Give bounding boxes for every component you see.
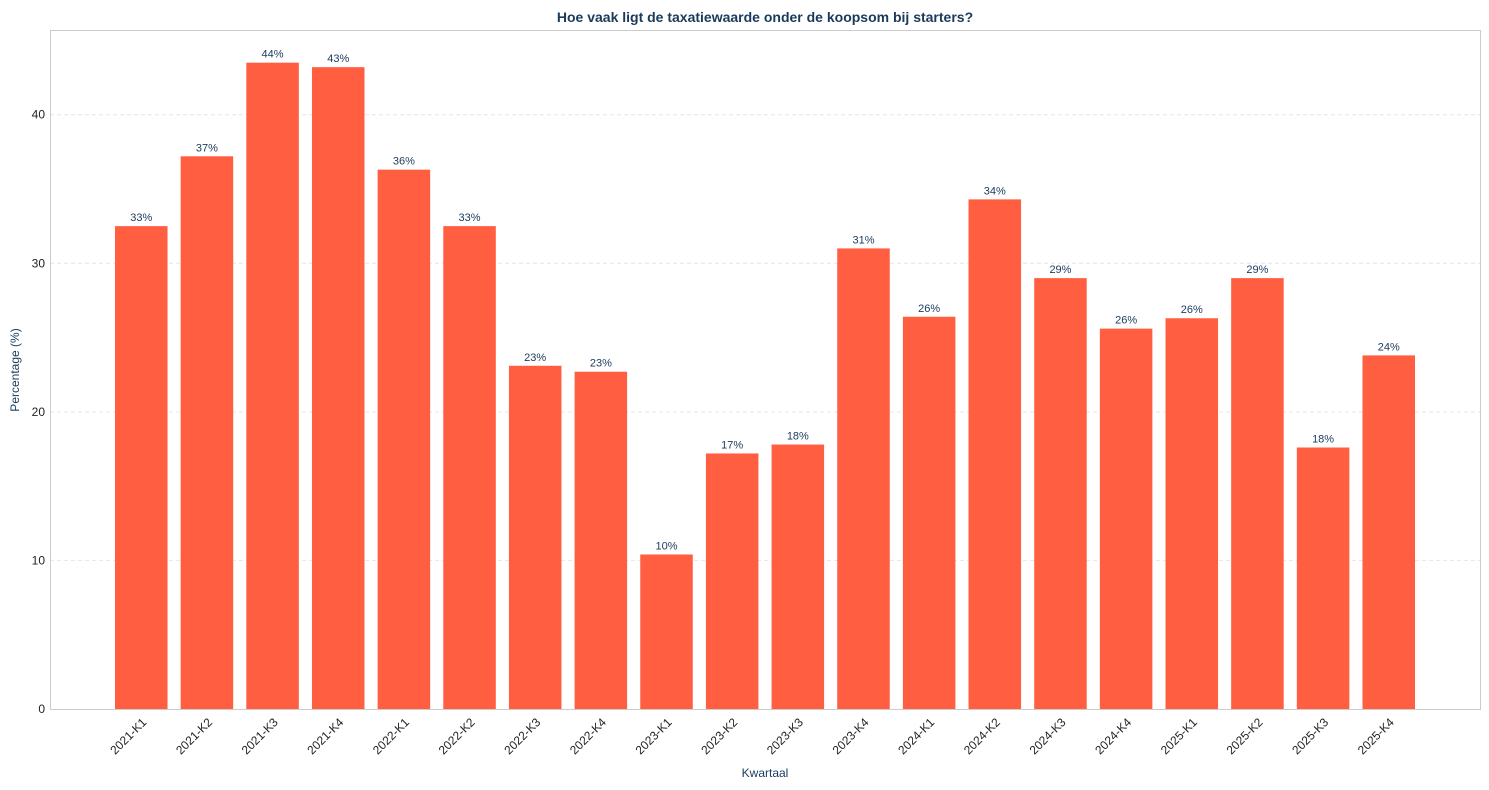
data-label: 29% [1246,264,1268,276]
bar-2021-K4 [311,67,365,710]
data-label: 10% [655,540,677,552]
x-tick-label: 2022-K4 [567,715,609,757]
x-axis-label: Kwartaal [742,766,789,780]
data-label: 43% [327,53,349,65]
data-label: 44% [262,49,284,61]
x-tick-label: 2025-K4 [1355,715,1397,757]
data-label: 18% [787,431,809,443]
bar-2022-K4 [574,371,628,709]
data-label: 26% [1115,315,1137,327]
data-label: 31% [852,234,874,246]
bar-2021-K3 [246,62,299,710]
data-label: 26% [918,303,940,315]
bar-2021-K1 [115,226,168,709]
bar-2023-K4 [837,248,890,710]
x-tick-label: 2025-K3 [1289,715,1331,757]
data-label: 33% [459,212,481,224]
plot-frame [50,30,1481,710]
x-tick-label: 2022-K3 [501,715,543,757]
chart-title: Hoe vaak ligt de taxatiewaarde onder de … [557,9,973,25]
data-label: 37% [196,142,218,154]
y-tick-label: 30 [32,256,46,270]
x-tick-label: 2024-K4 [1092,715,1134,757]
bar-2025-K2 [1231,278,1284,709]
x-tick-label: 2023-K2 [698,715,740,757]
data-label: 29% [1049,264,1071,276]
bar-2024-K3 [1034,278,1087,709]
x-tick-label: 2023-K1 [633,715,675,757]
data-label: 36% [393,156,415,168]
bar-2025-K4 [1362,355,1415,709]
x-tick-label: 2021-K4 [304,715,346,757]
bar-2023-K1 [640,554,693,709]
bar-2021-K2 [180,156,234,710]
x-tick-label: 2024-K2 [961,715,1003,757]
x-tick-label: 2024-K3 [1027,715,1069,757]
data-label: 33% [130,212,152,224]
y-tick-label: 0 [38,702,45,716]
x-tick-label: 2023-K4 [830,715,872,757]
data-label: 26% [1181,304,1203,316]
x-tick-label: 2022-K1 [370,715,412,757]
bar-2025-K1 [1165,318,1219,709]
x-tick-label: 2021-K2 [173,715,215,757]
x-tick-label: 2022-K2 [436,715,478,757]
y-tick-label: 10 [32,553,46,567]
y-tick-label: 20 [32,405,46,419]
bar-2024-K4 [1099,328,1153,709]
x-tick-label: 2025-K1 [1158,715,1200,757]
bar-2024-K1 [902,316,956,709]
x-tick-label: 2021-K1 [107,715,149,757]
bar-2025-K3 [1296,447,1350,709]
data-label: 17% [721,439,743,451]
y-tick-label: 40 [32,108,46,122]
x-tick-label: 2021-K3 [239,715,281,757]
data-label: 23% [590,358,612,370]
data-label: 18% [1312,434,1334,446]
bar-2023-K2 [705,453,759,709]
bar-2022-K1 [377,169,431,709]
data-label: 34% [984,185,1006,197]
bar-2023-K3 [771,444,825,709]
x-tick-label: 2025-K2 [1224,715,1266,757]
bar-2022-K3 [508,365,562,709]
bar-2022-K2 [443,226,496,709]
x-tick-label: 2024-K1 [895,715,937,757]
data-label: 24% [1378,341,1400,353]
x-tick-label: 2023-K3 [764,715,806,757]
data-label: 23% [524,352,546,364]
bar-2024-K2 [968,199,1022,710]
y-axis-label: Percentage (%) [8,328,22,411]
